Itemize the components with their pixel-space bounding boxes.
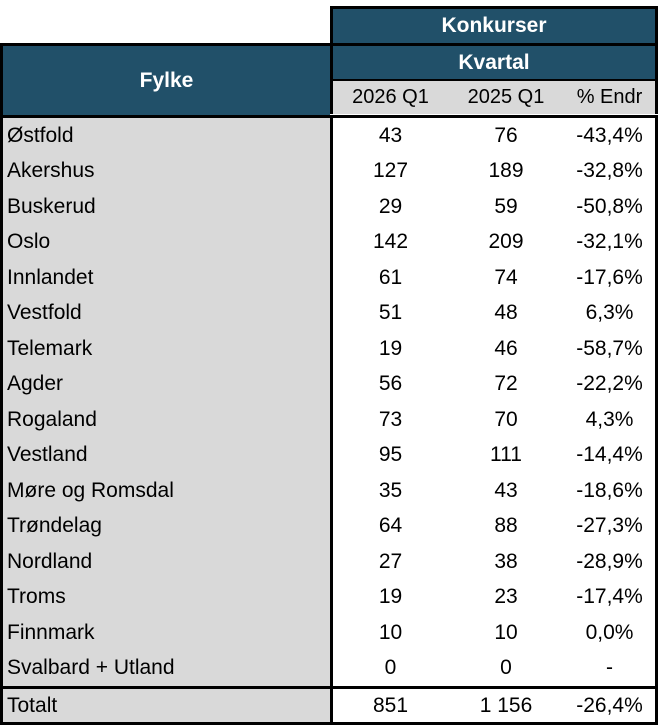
q2026-cell: 27 xyxy=(330,544,448,580)
endr-cell: -17,6% xyxy=(564,260,658,296)
q2026-cell: 73 xyxy=(330,402,448,438)
endr-cell: 4,3% xyxy=(564,402,658,438)
column-labels-row: 2026 Q1 2025 Q1 % Endr xyxy=(330,81,658,114)
fylke-cell: Nordland xyxy=(0,544,330,580)
row-header-cell: Fylke xyxy=(0,43,330,115)
fylke-cell: Østfold xyxy=(0,118,330,154)
endr-cell: -32,1% xyxy=(564,224,658,260)
fylke-cell: Finnmark xyxy=(0,615,330,651)
table-row: Svalbard + Utland 0 0 - xyxy=(0,650,658,686)
q2026-cell: 61 xyxy=(330,260,448,296)
table-row: Trøndelag 64 88 -27,3% xyxy=(0,508,658,544)
table-row: Vestland 95 111 -14,4% xyxy=(0,437,658,473)
endr-cell: -17,4% xyxy=(564,579,658,615)
table-row: Telemark 19 46 -58,7% xyxy=(0,331,658,367)
q2025-cell: 38 xyxy=(448,544,564,580)
table-body: Østfold 43 76 -43,4% Akershus 127 189 -3… xyxy=(0,115,658,686)
q2026-cell: 56 xyxy=(330,366,448,402)
table-row: Rogaland 73 70 4,3% xyxy=(0,402,658,438)
q2025-cell: 46 xyxy=(448,331,564,367)
q2025-cell: 48 xyxy=(448,295,564,331)
table-row: Troms 19 23 -17,4% xyxy=(0,579,658,615)
endr-cell: 6,3% xyxy=(564,295,658,331)
q2025-cell: 0 xyxy=(448,650,564,686)
endr-cell: - xyxy=(564,650,658,686)
q2026-cell: 19 xyxy=(330,331,448,367)
table-row: Nordland 27 38 -28,9% xyxy=(0,544,658,580)
fylke-cell: Agder xyxy=(0,366,330,402)
q2026-cell: 64 xyxy=(330,508,448,544)
q2026-cell: 127 xyxy=(330,153,448,189)
q2025-cell: 72 xyxy=(448,366,564,402)
group-header-cell: Kvartal xyxy=(330,46,658,81)
q2026-cell: 35 xyxy=(330,473,448,509)
endr-cell: -22,2% xyxy=(564,366,658,402)
table-row: Innlandet 61 74 -17,6% xyxy=(0,260,658,296)
fylke-cell: Rogaland xyxy=(0,402,330,438)
q2026-cell: 29 xyxy=(330,189,448,225)
endr-cell: -58,7% xyxy=(564,331,658,367)
q2025-cell: 43 xyxy=(448,473,564,509)
q2025-cell: 10 xyxy=(448,615,564,651)
table-row: Møre og Romsdal 35 43 -18,6% xyxy=(0,473,658,509)
fylke-cell: Telemark xyxy=(0,331,330,367)
endr-cell: -32,8% xyxy=(564,153,658,189)
q2025-cell: 76 xyxy=(448,118,564,154)
table-row: Vestfold 51 48 6,3% xyxy=(0,295,658,331)
row-header-column: Fylke xyxy=(0,6,330,115)
fylke-cell: Vestfold xyxy=(0,295,330,331)
fylke-cell: Oslo xyxy=(0,224,330,260)
column-header-2025q1: 2025 Q1 xyxy=(467,86,545,108)
fylke-cell: Akershus xyxy=(0,153,330,189)
total-endr-cell: -26,4% xyxy=(564,689,658,722)
table-row: Akershus 127 189 -32,8% xyxy=(0,153,658,189)
empty-corner-cell xyxy=(0,6,330,43)
fylke-cell: Vestland xyxy=(0,437,330,473)
q2025-cell: 23 xyxy=(448,579,564,615)
q2026-cell: 142 xyxy=(330,224,448,260)
fylke-cell: Buskerud xyxy=(0,189,330,225)
table-row: Agder 56 72 -22,2% xyxy=(0,366,658,402)
q2026-cell: 0 xyxy=(330,650,448,686)
endr-cell: -18,6% xyxy=(564,473,658,509)
column-header-2026q1: 2026 Q1 xyxy=(352,86,429,108)
q2025-cell: 74 xyxy=(448,260,564,296)
table-row: Oslo 142 209 -32,1% xyxy=(0,224,658,260)
q2026-cell: 95 xyxy=(330,437,448,473)
fylke-cell: Trøndelag xyxy=(0,508,330,544)
endr-cell: -14,4% xyxy=(564,437,658,473)
q2026-cell: 43 xyxy=(330,118,448,154)
value-header-column: Konkurser Kvartal 2026 Q1 2025 Q1 % Endr xyxy=(330,6,658,115)
table-row: Finnmark 10 10 0,0% xyxy=(0,615,658,651)
q2025-cell: 209 xyxy=(448,224,564,260)
table-header: Fylke Konkurser Kvartal 2026 Q1 2025 Q1 … xyxy=(0,6,658,115)
total-q2025-cell: 1 156 xyxy=(448,689,564,722)
endr-cell: -43,4% xyxy=(564,118,658,154)
q2025-cell: 70 xyxy=(448,402,564,438)
q2025-cell: 111 xyxy=(448,437,564,473)
q2025-cell: 88 xyxy=(448,508,564,544)
table-row: Østfold 43 76 -43,4% xyxy=(0,118,658,154)
fylke-cell: Møre og Romsdal xyxy=(0,473,330,509)
total-row: Totalt 851 1 156 -26,4% xyxy=(0,686,658,725)
table-title-cell: Konkurser xyxy=(330,6,658,46)
total-label-cell: Totalt xyxy=(0,689,330,722)
table-row: Buskerud 29 59 -50,8% xyxy=(0,189,658,225)
endr-cell: -50,8% xyxy=(564,189,658,225)
total-q2026-cell: 851 xyxy=(330,689,448,722)
endr-cell: 0,0% xyxy=(564,615,658,651)
fylke-cell: Innlandet xyxy=(0,260,330,296)
q2026-cell: 19 xyxy=(330,579,448,615)
q2026-cell: 51 xyxy=(330,295,448,331)
endr-cell: -28,9% xyxy=(564,544,658,580)
q2026-cell: 10 xyxy=(330,615,448,651)
fylke-cell: Svalbard + Utland xyxy=(0,650,330,686)
q2025-cell: 189 xyxy=(448,153,564,189)
column-header-pct-endr: % Endr xyxy=(576,86,643,108)
fylke-cell: Troms xyxy=(0,579,330,615)
q2025-cell: 59 xyxy=(448,189,564,225)
endr-cell: -27,3% xyxy=(564,508,658,544)
